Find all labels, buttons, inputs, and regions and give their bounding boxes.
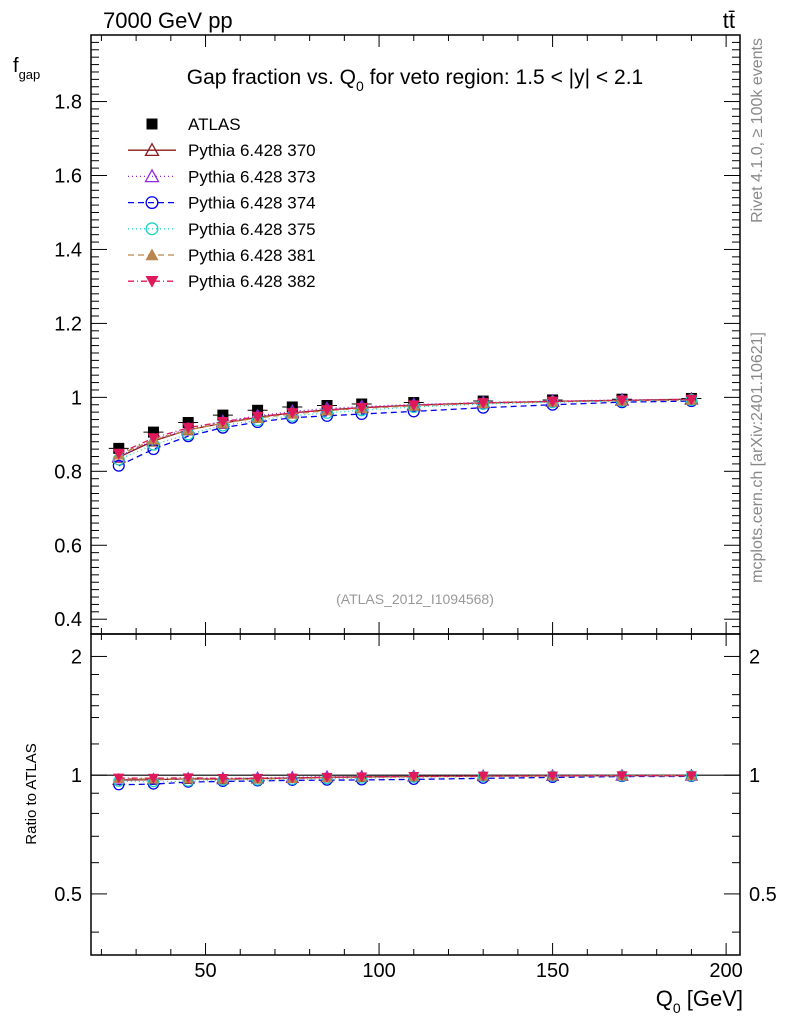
main-y-tick-label: 0.6 [54, 535, 82, 557]
data-point [407, 400, 420, 412]
legend-item-p381: Pythia 6.428 381 [128, 246, 316, 265]
data-point [147, 426, 159, 438]
legend-label: Pythia 6.428 374 [188, 194, 316, 213]
ratio-data-point [113, 773, 125, 784]
ratio-y-tick-label: 2 [71, 646, 82, 668]
legend-item-atlas: ATLAS [146, 115, 241, 134]
main-y-tick-label: 1 [71, 387, 82, 409]
data-point [477, 398, 490, 409]
ratio-y-tick-label-right: 0.5 [749, 884, 777, 906]
ratio-data-point [252, 773, 264, 784]
x-axis-label: Q0 [GeV] [656, 986, 743, 1016]
rivet-version-label: Rivet 4.1.0, ≥ 100k events [749, 38, 766, 223]
data-point [616, 395, 628, 407]
data-point [286, 408, 299, 419]
ratio-data-point [182, 773, 194, 784]
series-p370 [111, 391, 699, 463]
data-point [355, 402, 368, 414]
main-y-tick-label: 1.8 [54, 92, 82, 114]
ratio-y-tick-label: 0.5 [54, 884, 82, 906]
legend-marker [146, 118, 158, 130]
data-point [112, 459, 125, 472]
ratio-y-tick-label-right: 2 [749, 646, 760, 668]
energy-label: 7000 GeV pp [103, 8, 233, 33]
data-point [182, 422, 195, 434]
series-line [118, 399, 692, 461]
series-line [118, 400, 692, 467]
ratio-y-tick-label: 1 [71, 765, 82, 787]
legend-marker [144, 168, 160, 183]
ratio-series-line [118, 775, 692, 780]
legend-label: Pythia 6.428 370 [188, 141, 316, 160]
main-plot-panel: 0.4 0.6 0.8 1 1.2 1.4 1.6 1.8 Gap fraction vs. … [54, 34, 741, 635]
x-tick-label: 200 [709, 960, 742, 982]
main-y-tick-label: 1.4 [54, 239, 82, 261]
legend-label: Pythia 6.428 382 [188, 272, 316, 291]
ratio-plot-frame [90, 633, 741, 956]
ratio-y-axis-label: Ratio to ATLAS [23, 743, 40, 844]
ratio-data-point [547, 771, 559, 782]
main-y-tick-label: 0.8 [54, 461, 82, 483]
ratio-data-point [616, 771, 628, 782]
main-y-tick-label: 1.6 [54, 166, 82, 188]
ratio-data-point [356, 772, 368, 783]
ratio-data-point [685, 771, 697, 782]
data-point [216, 416, 229, 428]
series-p382 [112, 394, 698, 460]
data-point [546, 396, 559, 408]
legend-item-p374: Pythia 6.428 374 [128, 194, 316, 213]
x-tick-label: 50 [194, 960, 216, 982]
legend-marker [145, 248, 159, 261]
data-point [147, 433, 160, 445]
y-axis-label: fgap [13, 55, 40, 82]
ratio-series-p374 [113, 770, 698, 791]
legend-marker [144, 142, 160, 157]
main-y-tick-label: 0.4 [54, 609, 82, 631]
ratio-data-point [477, 771, 489, 782]
ratio-data-point [147, 773, 159, 784]
legend-label: Pythia 6.428 373 [188, 167, 316, 186]
mcplots-label: mcplots.cern.ch [arXiv:2401.10621] [749, 332, 766, 583]
data-point [112, 448, 125, 460]
legend-label: ATLAS [188, 115, 241, 134]
ratio-data-point [408, 771, 420, 782]
data-point [251, 411, 264, 423]
legend-item-p373: Pythia 6.428 373 [128, 167, 316, 186]
legend-item-p370: Pythia 6.428 370 [128, 141, 316, 160]
legend-label: Pythia 6.428 381 [188, 246, 316, 265]
ratio-series-line [118, 775, 692, 786]
data-point [113, 442, 125, 454]
plot-title: Gap fraction vs. Q0 for veto region: 1.5… [187, 66, 643, 94]
ratio-series-p382 [113, 771, 697, 784]
ratio-data-point [217, 774, 229, 784]
process-label: tt̄ [723, 8, 735, 33]
legend-item-p375: Pythia 6.428 375 [128, 220, 316, 239]
main-y-tick-label: 1.2 [54, 313, 82, 335]
x-tick-label: 150 [536, 960, 569, 982]
legend-marker [145, 222, 159, 236]
x-tick-label: 100 [362, 960, 395, 982]
series-p381 [112, 393, 698, 460]
data-point [685, 394, 698, 406]
ratio-data-point [286, 773, 298, 784]
data-point [321, 405, 333, 416]
ratio-y-tick-label-right: 1 [749, 765, 760, 787]
legend: ATLAS Pythia 6.428 370 Pythia 6.428 373 Pyt… [128, 115, 316, 291]
legend-marker [145, 196, 159, 210]
ratio-plot-panel: 0.5 0.5 1 1 2 2 Ratio to ATLAS [23, 633, 777, 956]
legend-label: Pythia 6.428 375 [188, 220, 316, 239]
analysis-watermark: (ATLAS_2012_I1094568) [336, 591, 494, 607]
ratio-data-point [321, 772, 333, 783]
legend-item-p382: Pythia 6.428 382 [128, 272, 316, 291]
legend-marker [145, 276, 159, 288]
